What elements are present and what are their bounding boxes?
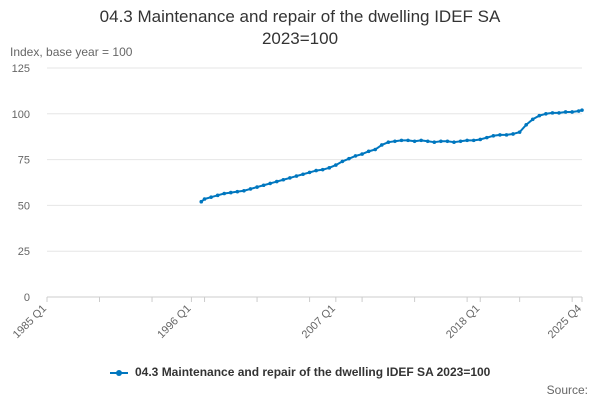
x-tick-label: 2025 Q4 (546, 303, 584, 341)
data-point (471, 138, 476, 143)
data-point (222, 191, 227, 196)
data-point (386, 140, 391, 144)
data-point (485, 135, 489, 140)
y-tick-label: 25 (18, 246, 30, 258)
data-point (412, 139, 417, 144)
data-point (288, 176, 292, 180)
data-point (491, 133, 496, 138)
data-point (478, 137, 483, 142)
data-point (215, 193, 220, 198)
legend-entry-label: 04.3 Maintenance and repair of the dwell… (135, 365, 491, 379)
data-point (255, 185, 259, 189)
data-point (439, 139, 443, 144)
y-tick-label: 0 (24, 292, 30, 304)
data-point (301, 172, 305, 177)
data-point (576, 109, 581, 113)
chart-title-line-1: 04.3 Maintenance and repair of the dwell… (99, 7, 501, 26)
data-point (307, 170, 312, 175)
data-point (242, 188, 246, 193)
data-point (530, 117, 535, 122)
data-point (360, 152, 364, 156)
data-point (498, 133, 502, 137)
data-point (294, 174, 299, 178)
chart-legend[interactable]: 04.3 Maintenance and repair of the dwell… (0, 365, 600, 379)
data-point (347, 156, 351, 161)
data-point (327, 166, 332, 170)
legend-line-marker-icon (109, 369, 128, 376)
data-point (340, 159, 345, 164)
data-point (517, 130, 522, 134)
data-point (334, 163, 338, 167)
data-point (432, 140, 437, 144)
data-point (570, 110, 574, 114)
data-point (524, 122, 529, 127)
data-point (314, 168, 318, 173)
data-point (537, 113, 542, 118)
x-tick-label: 2007 Q1 (300, 303, 338, 341)
x-tick-label: 2018 Q1 (444, 303, 482, 341)
y-axis-label: Index, base year = 100 (10, 45, 133, 59)
data-point (511, 132, 515, 136)
data-point (274, 179, 279, 184)
data-point (406, 138, 410, 143)
x-tick-label: 1996 Q1 (155, 303, 193, 341)
data-point (544, 112, 548, 116)
data-point (353, 154, 358, 158)
data-point (445, 139, 450, 144)
data-point (366, 149, 371, 154)
data-point (557, 111, 561, 115)
chart-title-line-2: 2023=100 (261, 29, 339, 48)
data-point (393, 139, 397, 144)
y-tick-label: 50 (18, 200, 30, 212)
data-point (580, 108, 584, 112)
data-point (229, 190, 233, 195)
source-label: Source: (546, 383, 588, 397)
y-tick-label: 75 (18, 155, 30, 167)
data-point (202, 197, 207, 201)
data-point (248, 187, 253, 191)
data-point (268, 181, 272, 186)
data-point (465, 138, 469, 143)
x-tick-label: 1985 Q1 (11, 303, 49, 341)
data-point (281, 177, 286, 182)
data-point (199, 199, 204, 204)
data-point (550, 111, 555, 115)
data-point (458, 139, 463, 144)
y-tick-label: 125 (12, 63, 30, 75)
data-point (399, 138, 404, 143)
y-tick-label: 100 (12, 109, 30, 121)
data-point (320, 167, 325, 172)
data-point (373, 147, 378, 152)
data-point (209, 195, 213, 199)
data-point (504, 133, 509, 137)
data-point (235, 189, 240, 194)
chart-title: 04.3 Maintenance and repair of the dwell… (0, 6, 600, 50)
data-point (425, 139, 430, 144)
data-point (261, 183, 266, 188)
data-point (563, 110, 568, 114)
data-point (379, 143, 384, 147)
data-point (419, 138, 423, 143)
data-point (452, 140, 456, 144)
